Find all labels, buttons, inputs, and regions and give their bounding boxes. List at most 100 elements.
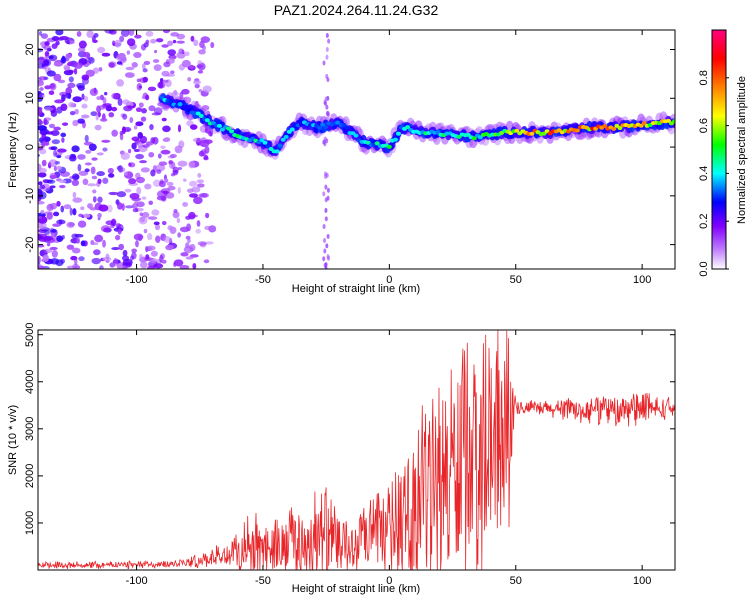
streak-blob: [326, 187, 330, 193]
noise-blob: [164, 178, 169, 183]
noise-blob: [74, 108, 79, 115]
noise-blob: [61, 94, 66, 102]
noise-blob: [72, 119, 79, 127]
noise-blob: [177, 232, 181, 238]
noise-blob: [46, 242, 51, 247]
spec-y-tick-label: 0: [24, 144, 36, 150]
snr-y-tick-label: 4000: [24, 370, 36, 394]
noise-blob: [147, 265, 156, 269]
spec-x-tick-label: -50: [255, 274, 271, 286]
noise-blob: [208, 131, 213, 137]
ridge-core: [350, 131, 356, 136]
noise-blob: [116, 202, 123, 210]
noise-blob: [104, 91, 108, 96]
noise-blob: [141, 63, 146, 70]
noise-blob: [81, 103, 88, 109]
noise-blob: [128, 162, 136, 168]
noise-blob: [186, 188, 194, 193]
noise-blob: [91, 257, 101, 265]
noise-blob: [38, 226, 47, 230]
noise-blob: [97, 196, 103, 203]
noise-blob: [133, 52, 142, 59]
noise-blob: [66, 221, 75, 228]
noise-blob: [135, 121, 144, 127]
noise-blob: [156, 169, 162, 174]
noise-blob: [120, 30, 130, 37]
noise-blob: [205, 212, 210, 219]
noise-blob: [147, 216, 158, 220]
noise-blob: [72, 197, 83, 203]
noise-blob: [60, 57, 67, 64]
noise-blob: [142, 68, 148, 73]
noise-blob: [108, 173, 115, 178]
noise-blob: [140, 167, 150, 173]
noise-blob: [139, 261, 148, 269]
noise-blob: [167, 185, 176, 191]
noise-blob: [184, 51, 190, 57]
ridge-core: [353, 133, 359, 138]
noise-blob: [97, 178, 102, 185]
noise-blob: [158, 161, 168, 166]
noise-blob: [60, 258, 66, 264]
noise-blob: [38, 92, 45, 99]
noise-blob: [111, 92, 119, 100]
noise-blob: [135, 176, 145, 184]
spectrogram-y-ticks: -20 -10 0 10 20: [24, 43, 675, 253]
noise-blob: [150, 250, 158, 257]
noise-blob: [189, 64, 195, 70]
noise-blob: [167, 40, 174, 47]
ridge-core: [477, 135, 483, 140]
ridge-core: [541, 131, 547, 136]
noise-blob: [87, 183, 97, 187]
noise-blob: [123, 171, 128, 176]
noise-blob: [56, 148, 67, 153]
noise-blob: [155, 235, 161, 243]
noise-blob: [66, 40, 70, 45]
noise-blob: [192, 137, 203, 143]
noise-blob: [50, 130, 60, 136]
noise-blob: [113, 257, 119, 266]
noise-blob: [165, 244, 174, 251]
noise-blob: [139, 77, 147, 84]
noise-blob: [126, 50, 131, 55]
noise-blob: [131, 248, 138, 253]
noise-blob: [145, 246, 149, 253]
noise-blob: [53, 165, 58, 172]
ridge-core: [602, 123, 608, 128]
noise-blob: [126, 128, 130, 132]
noise-blob: [38, 265, 45, 269]
noise-blob: [60, 132, 67, 138]
noise-blob: [170, 173, 176, 177]
noise-blob: [40, 209, 45, 215]
noise-blob: [154, 224, 161, 231]
noise-blob: [144, 94, 150, 101]
noise-blob: [59, 184, 66, 189]
noise-blob: [91, 175, 98, 180]
noise-blob: [96, 152, 104, 156]
noise-blob: [204, 145, 210, 154]
noise-blob: [48, 90, 55, 96]
snr-x-tick-label: -100: [126, 575, 148, 587]
noise-blob: [119, 35, 125, 43]
ridge-core: [344, 125, 350, 130]
noise-blob: [78, 256, 85, 262]
ridge-core: [286, 129, 292, 134]
noise-blob: [173, 89, 178, 96]
noise-blob: [83, 95, 89, 102]
noise-blob: [131, 197, 142, 202]
ridge-core: [435, 130, 441, 135]
noise-blob: [71, 145, 80, 153]
noise-blob: [63, 204, 72, 210]
colorbar-tick-label: 0.8: [698, 70, 710, 85]
noise-blob: [116, 53, 126, 62]
ridge-core: [210, 121, 216, 126]
noise-blob: [44, 106, 54, 112]
streak-blob: [325, 243, 329, 249]
noise-blob: [56, 154, 62, 159]
colorbar-tick-label: 0.0: [698, 261, 710, 276]
noise-blob: [81, 74, 90, 81]
spectrogram-frame: [37, 29, 676, 270]
noise-blob: [100, 118, 108, 122]
noise-blob: [85, 149, 92, 154]
noise-blob: [56, 235, 64, 242]
